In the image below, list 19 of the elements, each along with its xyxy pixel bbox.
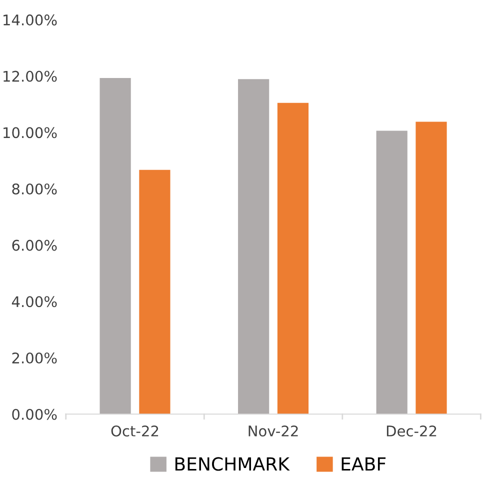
y-tick-label: 12.00% [4,70,57,82]
bar [277,102,309,414]
y-tick-label: 0.00% [12,408,57,420]
y-tick-label: 4.00% [12,296,57,308]
x-tick-label: Oct-22 [111,425,158,437]
x-tick-label: Nov-22 [248,425,298,437]
legend-label: EABF [342,457,386,471]
y-tick-label: 10.00% [4,127,57,138]
y-tick-label: 6.00% [12,240,57,251]
bar [139,170,170,414]
y-tick-label: 14.00% [4,14,57,26]
x-tick-label: Dec-22 [386,425,436,437]
bar [416,122,447,414]
legend-label: BENCHMARK [175,457,290,471]
bar [376,130,408,414]
bar [238,79,270,414]
y-tick-label: 2.00% [12,352,57,364]
y-tick-label: 8.00% [12,183,57,194]
bar [100,78,131,414]
